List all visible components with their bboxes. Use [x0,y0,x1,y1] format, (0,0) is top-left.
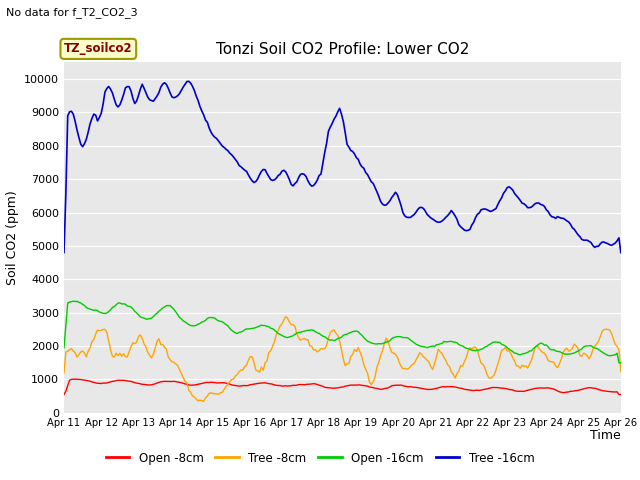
Open -8cm [62,388,70,394]
Line: Tree -8cm: Tree -8cm [64,316,621,401]
Open -16cm [70,298,77,304]
Tree -8cm [396,360,403,365]
Open -16cm [394,334,401,339]
Open -8cm [71,376,79,382]
Open -16cm [392,334,399,340]
Text: No data for f_T2_CO2_3: No data for f_T2_CO2_3 [6,7,138,18]
Tree -8cm [533,343,541,348]
Open -16cm [617,360,625,366]
Tree -16cm [60,250,68,255]
Open -8cm [566,388,574,394]
Tree -8cm [394,354,401,360]
Tree -16cm [392,190,399,195]
Tree -8cm [404,366,412,372]
Text: TZ_soilco2: TZ_soilco2 [64,42,132,55]
Tree -16cm [62,190,70,196]
X-axis label: Time: Time [590,429,621,442]
Line: Open -8cm: Open -8cm [64,379,621,395]
Open -8cm [60,392,68,397]
Open -16cm [566,351,574,357]
Tree -8cm [62,349,70,355]
Open -8cm [617,392,625,397]
Tree -8cm [568,346,576,351]
Tree -8cm [200,398,207,404]
Open -16cm [531,344,539,350]
Open -16cm [615,360,623,366]
Tree -16cm [403,215,410,220]
Open -16cm [60,345,68,351]
Open -16cm [403,335,410,340]
Open -8cm [531,385,539,391]
Line: Tree -16cm: Tree -16cm [64,81,621,252]
Tree -16cm [566,221,574,227]
Open -16cm [62,323,70,328]
Open -8cm [403,384,410,389]
Open -8cm [392,383,399,388]
Y-axis label: Soil CO2 (ppm): Soil CO2 (ppm) [6,190,19,285]
Tree -16cm [394,192,401,197]
Tree -8cm [617,369,625,374]
Open -8cm [394,382,401,388]
Line: Open -16cm: Open -16cm [64,301,621,363]
Tree -8cm [282,313,289,319]
Tree -16cm [185,78,193,84]
Tree -16cm [617,250,625,255]
Title: Tonzi Soil CO2 Profile: Lower CO2: Tonzi Soil CO2 Profile: Lower CO2 [216,42,469,57]
Tree -8cm [60,370,68,376]
Legend: Open -8cm, Tree -8cm, Open -16cm, Tree -16cm: Open -8cm, Tree -8cm, Open -16cm, Tree -… [101,447,539,469]
Tree -16cm [531,201,539,206]
